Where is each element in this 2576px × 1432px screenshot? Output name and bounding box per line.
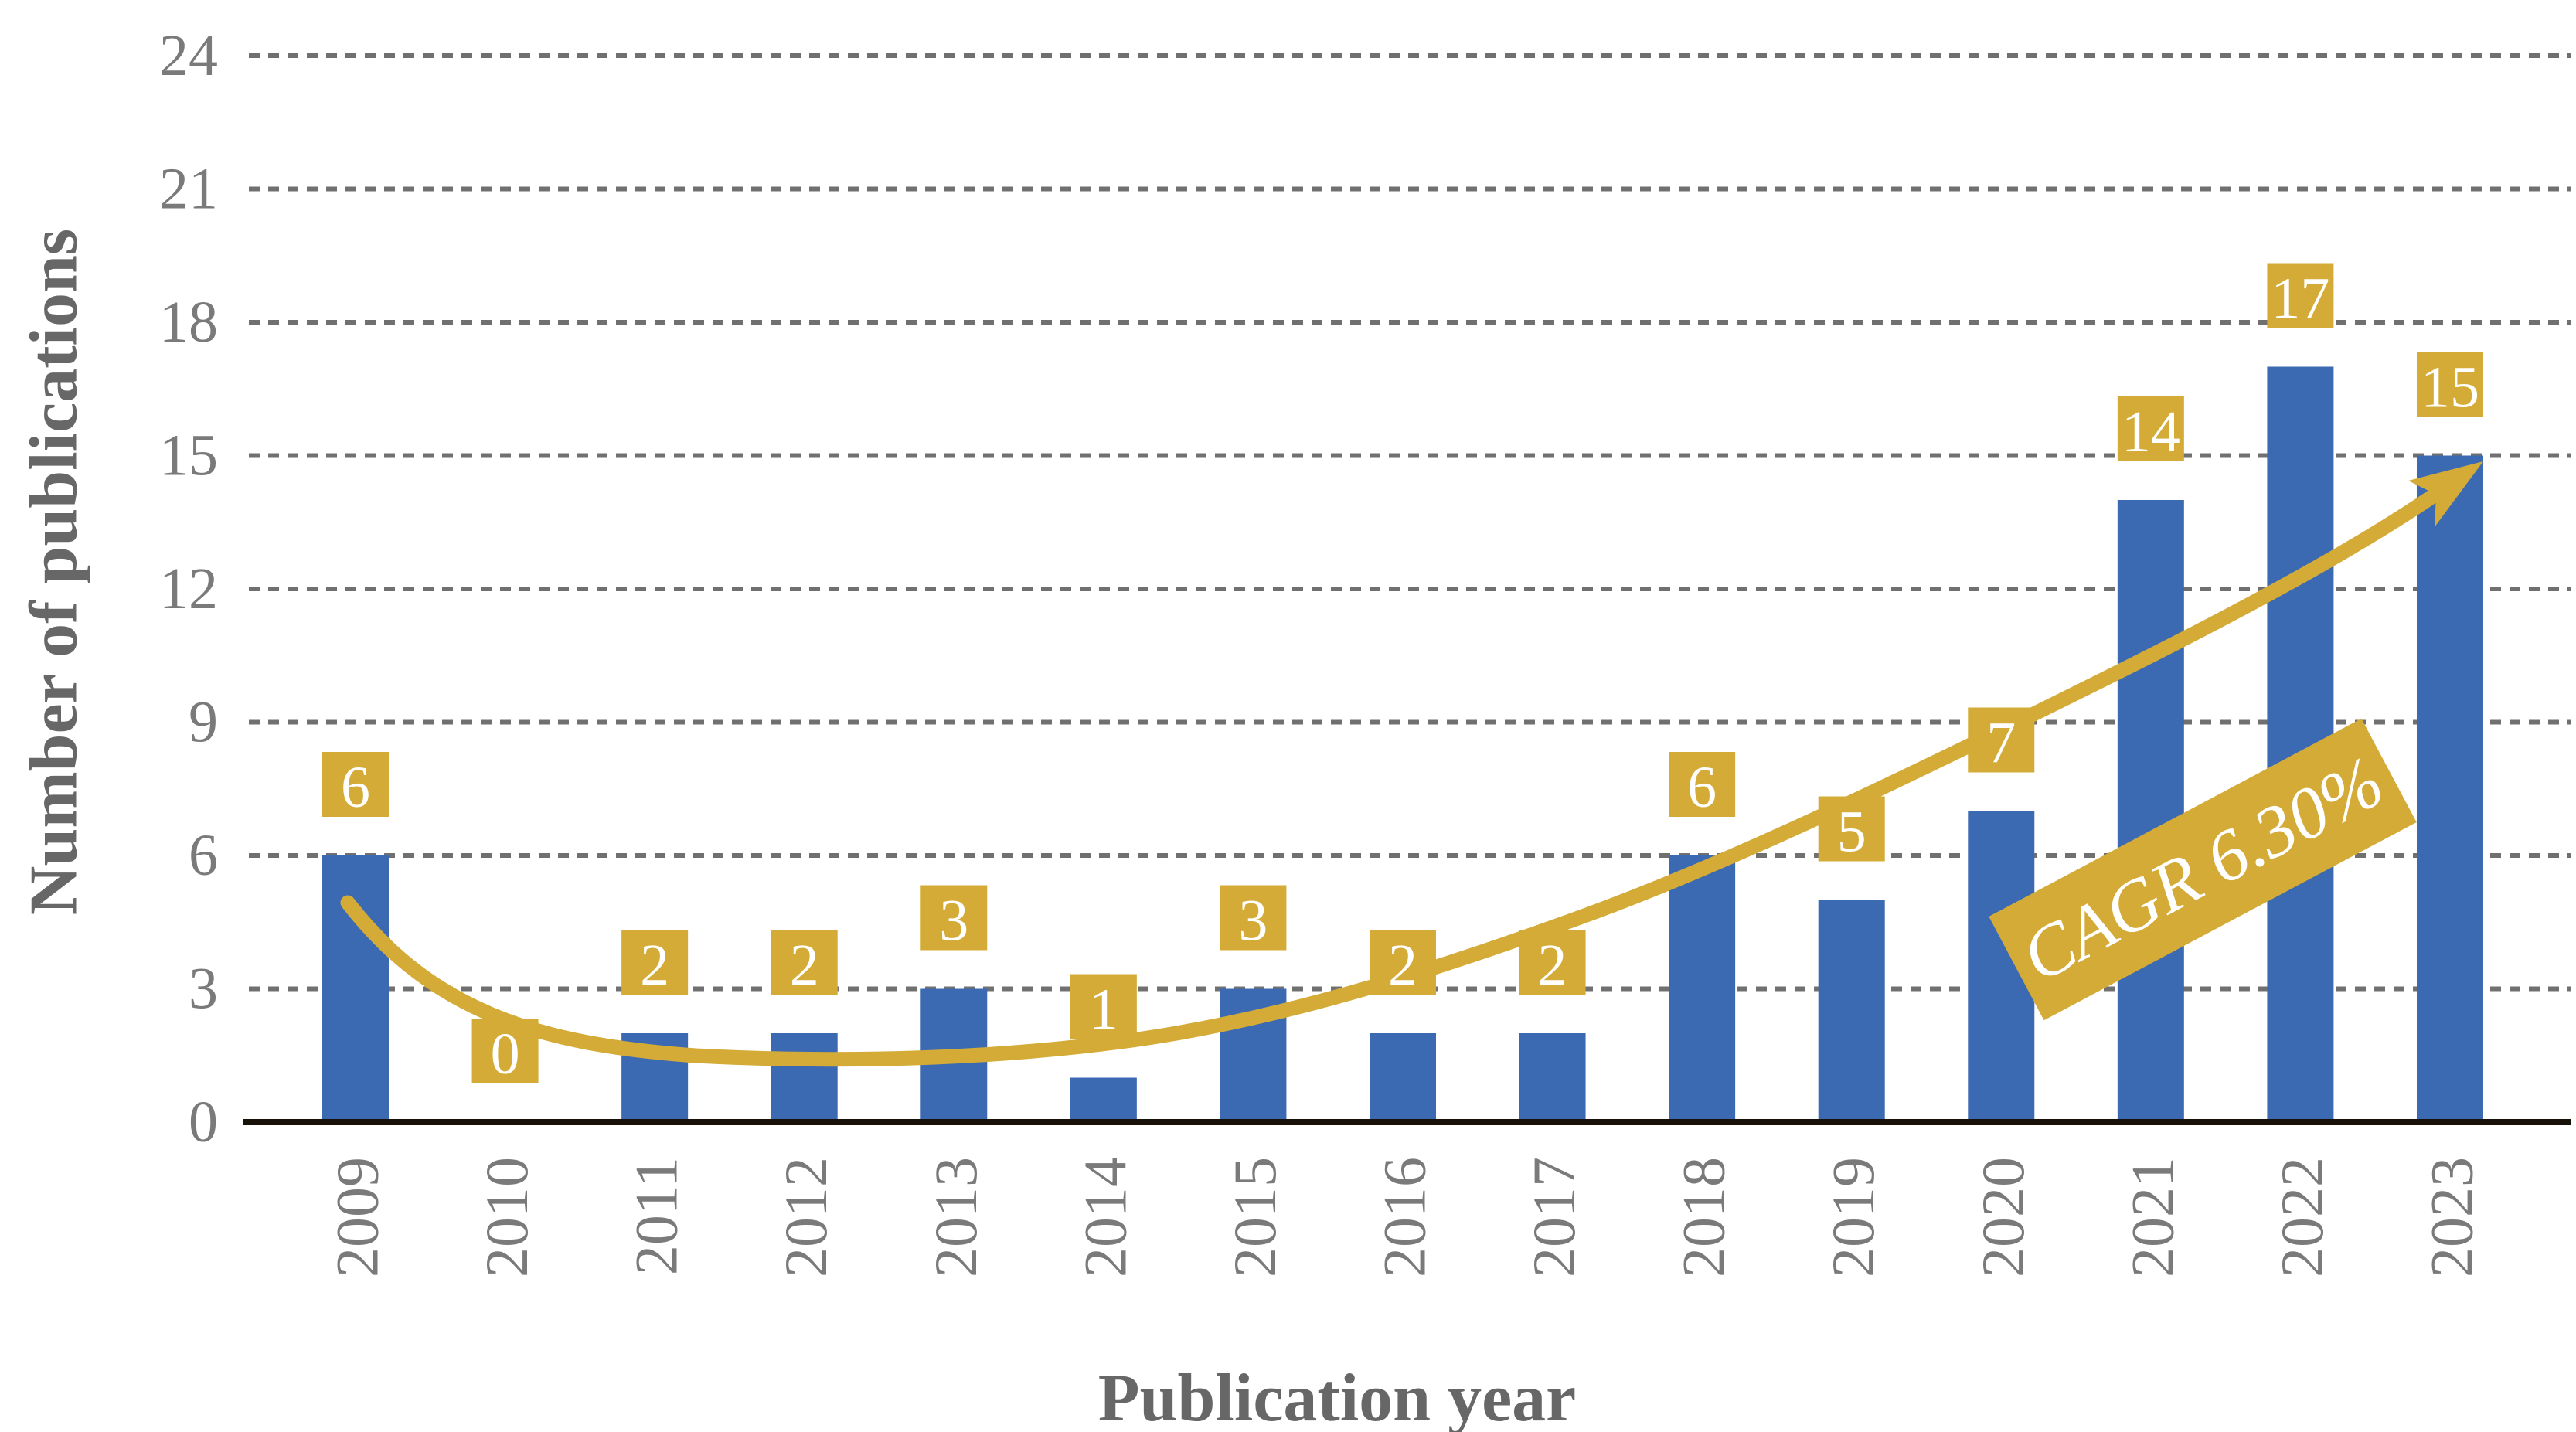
value-label-box-2023	[2416, 352, 2483, 417]
y-tick-0: 0	[189, 1090, 218, 1155]
x-tick-2014: 2014	[1071, 1157, 1138, 1277]
value-label-2020: 7	[1986, 711, 2016, 776]
value-label-2016: 2	[1388, 933, 1417, 998]
y-tick-labels-group: 0 3 6 9 12 15 18 21 24	[159, 23, 218, 1155]
bar-2009	[322, 855, 389, 1122]
x-tick-2019: 2019	[1819, 1157, 1887, 1277]
x-tick-2023: 2023	[2418, 1157, 2485, 1277]
cagr-annotation-label: CAGR 6.30%	[2009, 741, 2397, 998]
value-label-box-2018	[1669, 752, 1736, 817]
x-tick-2020: 2020	[1969, 1157, 2037, 1277]
x-axis-title: Publication year	[1098, 1361, 1576, 1432]
value-label-box-2011	[621, 930, 689, 995]
value-label-2023: 15	[2421, 355, 2479, 420]
y-tick-6: 6	[189, 823, 218, 888]
x-tick-2009: 2009	[324, 1157, 391, 1277]
value-label-box-2012	[771, 930, 838, 995]
value-label-2017: 2	[1538, 933, 1567, 998]
value-label-box-2016	[1369, 930, 1436, 995]
value-label-2015: 3	[1238, 889, 1268, 954]
value-label-2012: 2	[790, 933, 819, 998]
value-label-2014: 1	[1089, 978, 1118, 1043]
bars-group	[322, 366, 2483, 1122]
bar-2017	[1519, 1033, 1586, 1122]
value-label-2019: 5	[1837, 800, 1866, 865]
value-labels-group: 6 0 2 2 3 1 3 2 2 6 5 7 14 17 15	[322, 263, 2483, 1087]
cagr-annotation: CAGR 6.30%	[1989, 718, 2417, 1021]
bar-2023	[2416, 455, 2483, 1122]
bar-2012	[771, 1033, 838, 1122]
value-label-2010: 0	[491, 1022, 520, 1087]
x-tick-2011: 2011	[623, 1157, 690, 1275]
value-label-box-2013	[920, 885, 988, 951]
value-label-box-2019	[1818, 796, 1885, 862]
bar-2014	[1070, 1077, 1137, 1122]
x-tick-2015: 2015	[1221, 1157, 1288, 1277]
y-tick-24: 24	[159, 23, 218, 88]
bar-2018	[1669, 855, 1736, 1122]
x-tick-2013: 2013	[922, 1157, 989, 1277]
cagr-annotation-box	[1989, 718, 2417, 1021]
gridlines-group	[249, 53, 2571, 992]
value-label-2022: 17	[2271, 267, 2329, 332]
x-tick-2010: 2010	[473, 1157, 540, 1277]
value-label-box-2021	[2117, 396, 2184, 461]
y-tick-12: 12	[159, 556, 218, 621]
value-label-box-2020	[1968, 707, 2035, 773]
x-tick-2022: 2022	[2268, 1157, 2336, 1277]
y-tick-9: 9	[189, 690, 218, 755]
value-label-2011: 2	[640, 933, 669, 998]
y-tick-18: 18	[159, 290, 218, 355]
y-tick-15: 15	[159, 423, 218, 488]
value-label-box-2022	[2267, 263, 2334, 328]
value-label-box-2017	[1519, 930, 1586, 995]
value-label-box-2010	[471, 1019, 539, 1083]
x-tick-2016: 2016	[1370, 1157, 1438, 1277]
value-label-2018: 6	[1687, 755, 1717, 820]
x-tick-2012: 2012	[772, 1157, 839, 1277]
value-label-2021: 14	[2122, 400, 2180, 464]
y-tick-21: 21	[159, 157, 218, 222]
trend-arrowhead-icon	[2408, 461, 2483, 527]
y-axis-title: Number of publications	[17, 229, 92, 915]
value-label-box-2015	[1220, 885, 1287, 951]
value-label-box-2014	[1070, 974, 1137, 1039]
value-label-2009: 6	[341, 755, 370, 820]
bar-2016	[1369, 1033, 1436, 1122]
value-label-box-2009	[322, 752, 389, 817]
y-tick-3: 3	[189, 957, 218, 1022]
value-label-2013: 3	[939, 889, 968, 954]
x-tick-2017: 2017	[1520, 1157, 1587, 1277]
bar-2019	[1818, 900, 1885, 1122]
x-tick-2021: 2021	[2118, 1157, 2186, 1277]
x-tick-2018: 2018	[1670, 1157, 1737, 1277]
bar-2021	[2117, 500, 2184, 1122]
x-tick-labels-group: 2009 2010 2011 2012 2013 2014 2015 2016 2017 2018…	[324, 1157, 2486, 1277]
